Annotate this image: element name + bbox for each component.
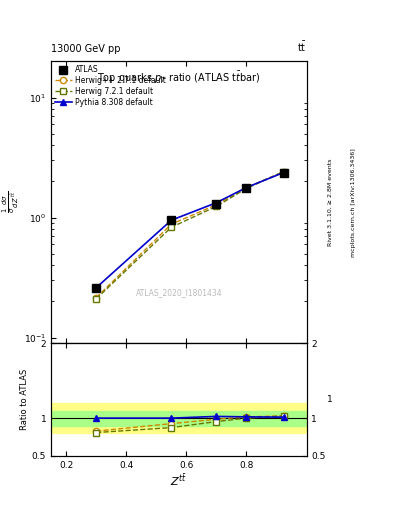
Y-axis label: Ratio to ATLAS: Ratio to ATLAS: [20, 369, 29, 430]
Text: mcplots.cern.ch [arXiv:1306.3436]: mcplots.cern.ch [arXiv:1306.3436]: [351, 148, 356, 257]
Y-axis label: $\frac{1}{\sigma}\frac{d\sigma}{d\,Z^{t\bar{t}}}$: $\frac{1}{\sigma}\frac{d\sigma}{d\,Z^{t\…: [1, 191, 21, 214]
Text: t$\bar{\rm t}$: t$\bar{\rm t}$: [297, 40, 307, 54]
Text: Top quarks $p_{T}$ ratio (ATLAS t$\bar{t}$bar): Top quarks $p_{T}$ ratio (ATLAS t$\bar{t…: [97, 70, 261, 86]
Text: 1: 1: [327, 395, 333, 404]
Text: Rivet 3.1.10, ≥ 2.8M events: Rivet 3.1.10, ≥ 2.8M events: [328, 159, 332, 246]
X-axis label: $Z^{t\bar{t}}$: $Z^{t\bar{t}}$: [170, 472, 187, 488]
Legend: ATLAS, Herwig++ 2.7.1 default, Herwig 7.2.1 default, Pythia 8.308 default: ATLAS, Herwig++ 2.7.1 default, Herwig 7.…: [53, 63, 167, 109]
Text: ATLAS_2020_I1801434: ATLAS_2020_I1801434: [136, 288, 222, 297]
Text: 13000 GeV pp: 13000 GeV pp: [51, 44, 121, 54]
